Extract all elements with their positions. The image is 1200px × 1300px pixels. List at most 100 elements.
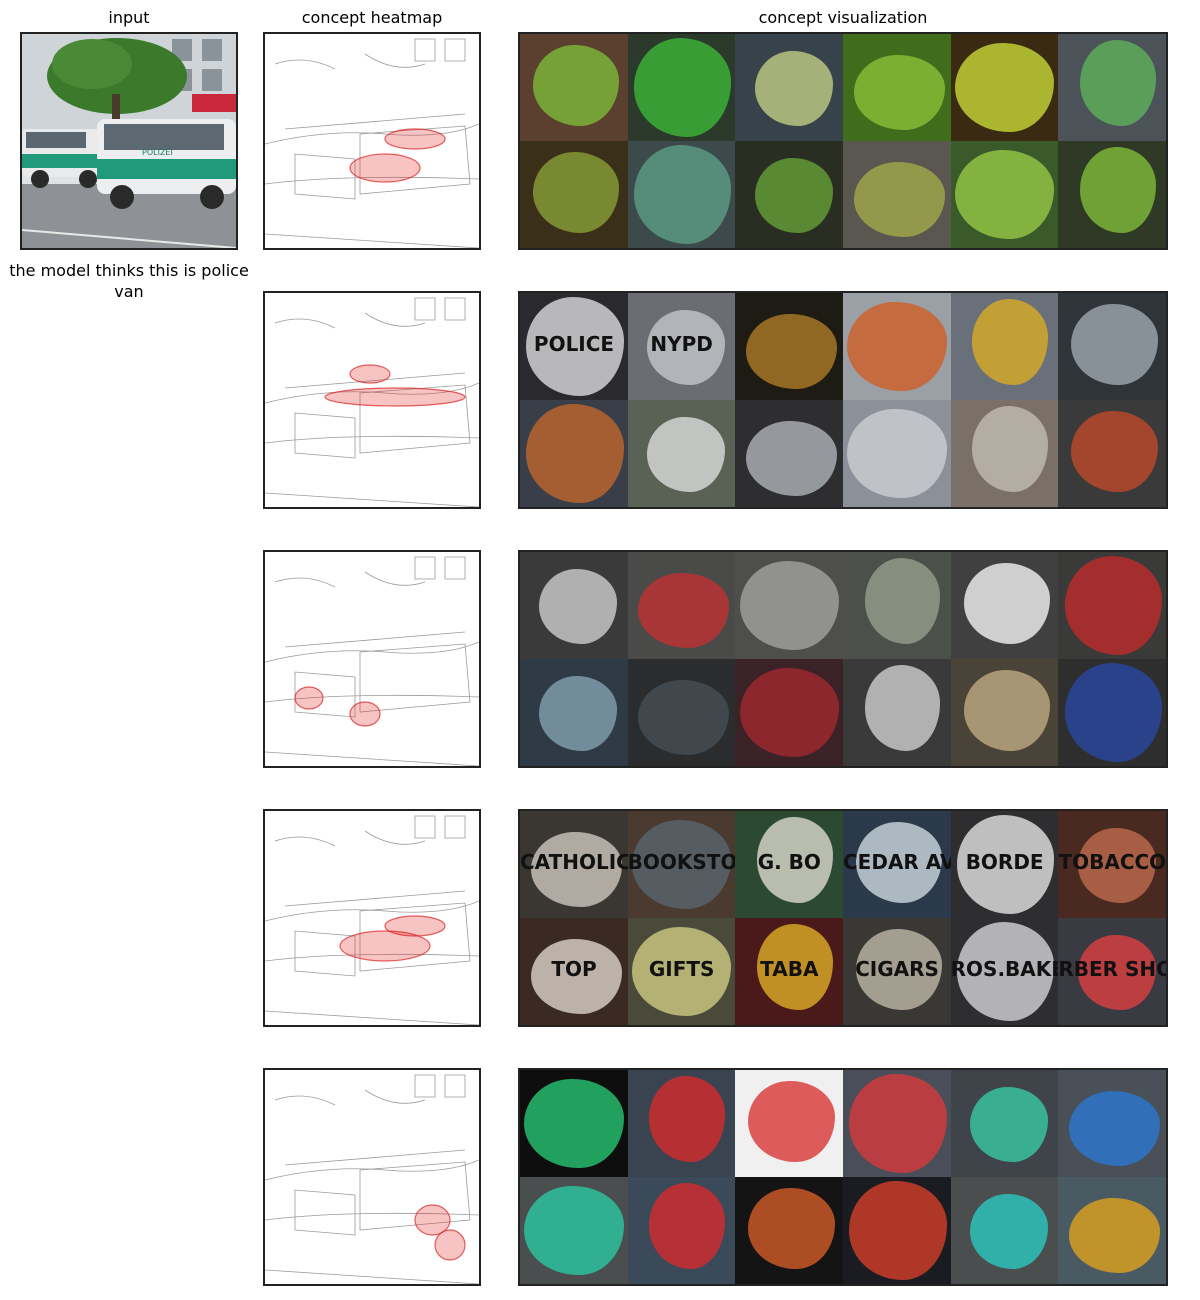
concept-region-highlight [972, 406, 1048, 492]
concept-region-highlight [746, 421, 837, 497]
concept-region-highlight [739, 560, 839, 651]
concept-example-tile [950, 34, 1059, 141]
concept-example-tile: RBER SHOP [1058, 918, 1166, 1025]
concept-tile-text: CIGARS [855, 956, 939, 981]
concept-tile-text: ROS.BAKERY [950, 956, 1059, 981]
concept-region-highlight [638, 573, 730, 649]
concept-region-highlight [524, 1078, 624, 1169]
concept-example-tile [950, 400, 1059, 507]
concept-region-highlight [634, 38, 732, 137]
concept-region-highlight [631, 926, 732, 1017]
concept-example-tile: POLICE [520, 293, 628, 400]
concept-region-highlight [748, 1080, 835, 1162]
concept-example-tile [627, 1070, 736, 1177]
concept-region-highlight [853, 162, 945, 238]
concept-example-tile [520, 552, 628, 659]
concept-example-tile: CIGARS [843, 918, 951, 1025]
concept-region-highlight [847, 408, 947, 499]
concept-example-tile [950, 1070, 1059, 1177]
concept-example-tile [843, 659, 951, 766]
concept-example-tile [843, 293, 951, 400]
concept-example-tile [1058, 293, 1166, 400]
concept-region-highlight [963, 562, 1050, 644]
concept-region-highlight [1077, 828, 1156, 903]
concept-region-highlight [954, 42, 1055, 133]
concept-region-highlight [1069, 1198, 1160, 1274]
concept-example-tile [843, 552, 951, 659]
concept-region-highlight [754, 51, 833, 126]
concept-tile-text: POLICE [533, 331, 615, 356]
concept-region-highlight [539, 676, 618, 751]
concept-example-tile: TOP [520, 918, 628, 1025]
concept-example-tile [735, 552, 844, 659]
concept-example-tile [1058, 1177, 1166, 1284]
concept-region-highlight [754, 158, 833, 233]
concept-example-tile [1058, 141, 1166, 248]
concept-region-highlight [526, 297, 624, 396]
concept-heatmap [263, 550, 481, 768]
concept-region-highlight [864, 558, 941, 644]
concept-region-highlight [539, 569, 618, 644]
concept-example-tile [520, 1070, 628, 1177]
concept-example-tile [843, 34, 951, 141]
concept-region-highlight [634, 145, 732, 244]
concept-region-highlight [970, 1087, 1048, 1162]
concept-region-highlight [739, 667, 839, 758]
concept-region-highlight [957, 815, 1055, 914]
concept-region-highlight [530, 939, 622, 1015]
heatmap-drawing [265, 1074, 479, 1284]
concept-example-tile [520, 141, 628, 248]
concept-example-tile [843, 400, 951, 507]
concept-example-tile [627, 552, 736, 659]
prediction-caption: the model thinks this is police van [9, 261, 249, 301]
concept-example-tile [1058, 34, 1166, 141]
concept-region-highlight [855, 821, 943, 903]
concept-heatmap [263, 291, 481, 509]
concept-region-highlight [647, 310, 725, 385]
concept-region-highlight [853, 55, 945, 131]
concept-region-highlight [957, 922, 1055, 1021]
concept-region-highlight [1071, 303, 1158, 385]
concept-tile-text: BORDE [965, 849, 1044, 874]
concept-region-highlight [970, 1194, 1048, 1269]
concept-tile-text: G. BO [757, 849, 821, 874]
heatmap-drawing [265, 297, 479, 507]
input-image: POLIZEI [20, 32, 238, 250]
concept-region-highlight [1079, 147, 1156, 233]
concept-tile-text: CATHOLIC [520, 849, 628, 874]
concept-example-tile: CEDAR AVE [843, 811, 951, 918]
concept-heatmap [263, 809, 481, 1027]
concept-tile-text: GIFTS [648, 956, 715, 981]
concept-visualization-grid: CATHOLICBOOKSTORE G. BO CEDAR AVE BORDE TOBA… [518, 809, 1168, 1027]
concept-example-tile: NYPD [627, 293, 736, 400]
concept-example-tile [735, 1070, 844, 1177]
input-van-sign: POLIZEI [142, 148, 173, 157]
concept-example-tile [627, 1177, 736, 1284]
concept-region-highlight [524, 1185, 624, 1276]
concept-tile-text: NYPD [650, 331, 713, 356]
concept-region-highlight [631, 819, 732, 910]
concept-tile-text: CEDAR AVE [843, 849, 951, 874]
concept-region-highlight [746, 314, 837, 390]
heatmap-drawing [265, 815, 479, 1025]
concept-example-tile [950, 659, 1059, 766]
concept-visualization-grid [518, 550, 1168, 768]
concept-example-tile [950, 1177, 1059, 1284]
concept-example-tile [627, 400, 736, 507]
concept-region-highlight [855, 928, 943, 1010]
heatmap-drawing [265, 556, 479, 766]
concept-example-tile: BOOKSTORE [627, 811, 736, 918]
concept-region-highlight [530, 832, 622, 908]
concept-example-tile [735, 659, 844, 766]
concept-heatmap [263, 32, 481, 250]
concept-example-tile: ROS.BAKERY [950, 918, 1059, 1025]
concept-region-highlight [756, 924, 833, 1010]
concept-example-tile [950, 552, 1059, 659]
concept-region-highlight [1064, 556, 1162, 655]
concept-example-tile [735, 1177, 844, 1284]
concept-region-highlight [954, 149, 1055, 240]
concept-example-tile [843, 1177, 951, 1284]
concept-example-tile [520, 34, 628, 141]
concept-example-tile [735, 400, 844, 507]
concept-example-tile [520, 400, 628, 507]
